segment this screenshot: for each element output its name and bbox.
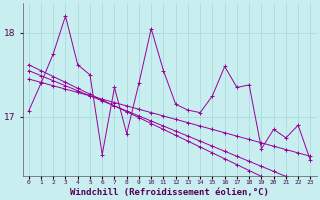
X-axis label: Windchill (Refroidissement éolien,°C): Windchill (Refroidissement éolien,°C) (70, 188, 269, 197)
